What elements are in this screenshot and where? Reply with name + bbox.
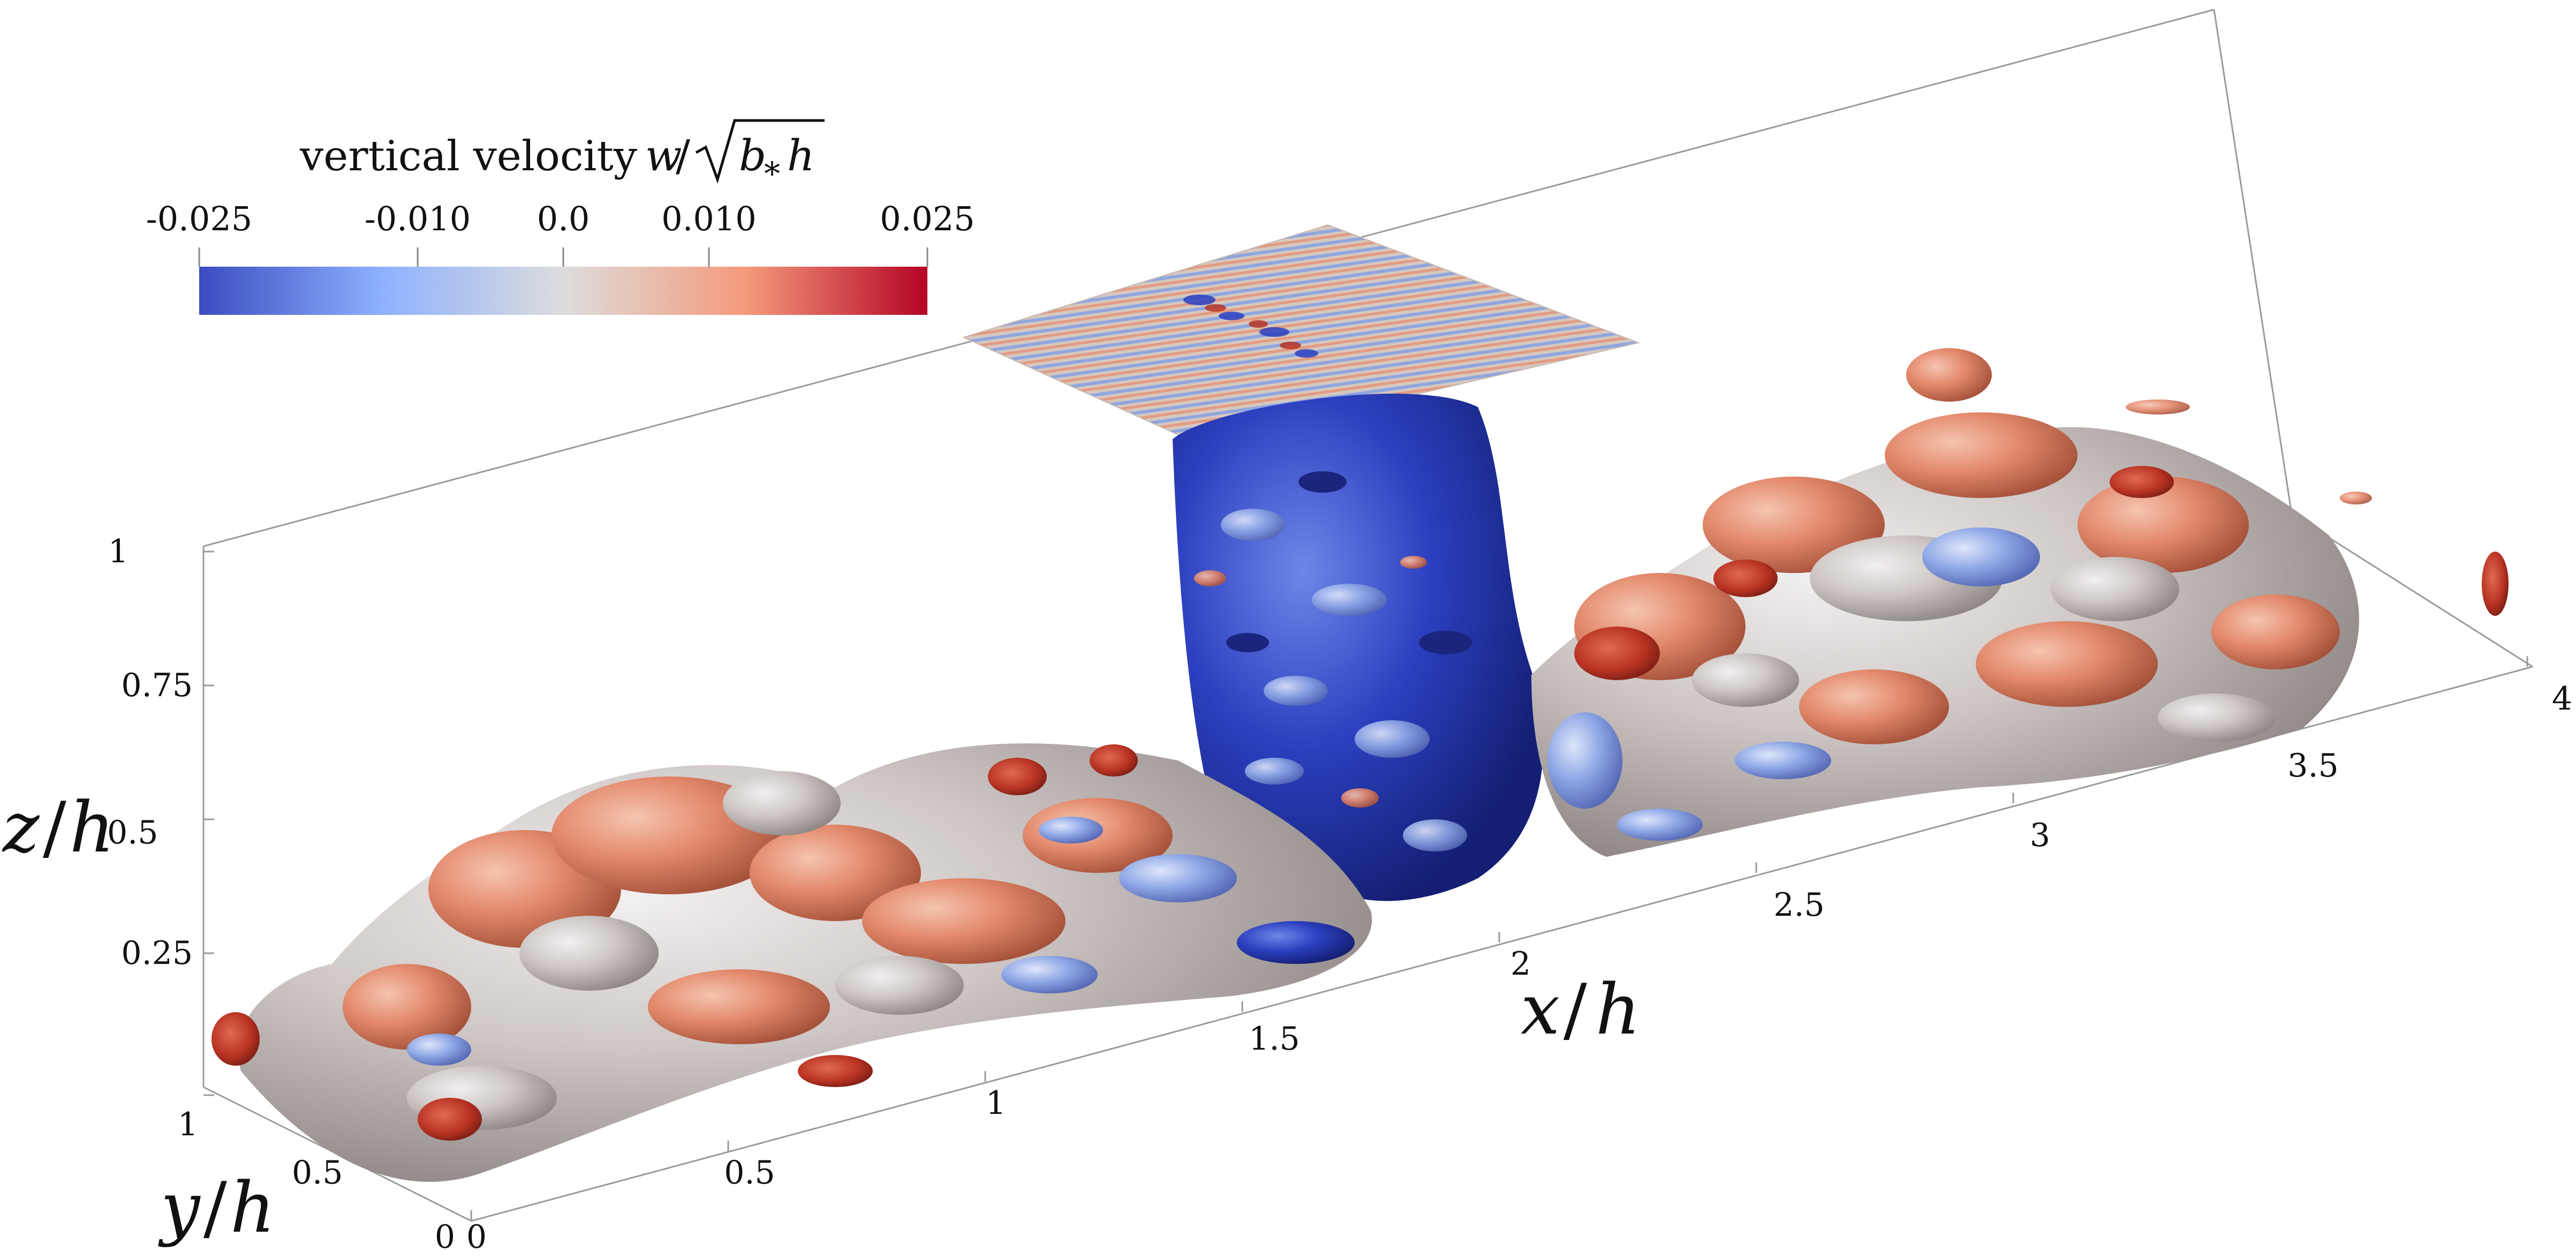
x-tick-label: 1 (986, 1084, 1006, 1122)
z-axis-title: z / h (2, 787, 115, 868)
x-axis-title: x / h (1521, 969, 1641, 1050)
colorbar: -0.025 -0.010 0.0 0.010 0.025 vertical v… (146, 119, 975, 315)
y-tick-label: 0 (435, 1218, 455, 1256)
colorbar-title-text: vertical velocity (299, 132, 637, 180)
x-tick-label: 2 (1510, 945, 1531, 983)
z-tick-label: 1 (108, 533, 129, 570)
y-axis-unit: h (230, 1167, 275, 1248)
colorbar-title-w: w (645, 131, 682, 180)
x-tick-label: 0 (466, 1218, 487, 1256)
z-axis-var: z (2, 787, 40, 868)
colorbar-tick-label: 0.025 (880, 199, 975, 238)
x-tick-label: 1.5 (1249, 1020, 1300, 1058)
x-tick-label: 0.5 (724, 1154, 775, 1192)
colorbar-title: vertical velocity w / b * h (299, 119, 825, 193)
colorbar-tick-label: -0.025 (146, 199, 252, 238)
y-axis-title: y / h (158, 1167, 275, 1248)
x-axis-unit: h (1596, 969, 1641, 1050)
colorbar-title-b: b (739, 131, 766, 180)
x-tick-label: 2.5 (1773, 886, 1824, 924)
z-tick-label: 0.75 (121, 667, 193, 704)
left-gravity-current (211, 743, 1372, 1182)
z-axis-slash: / (43, 787, 66, 868)
colorbar-title-star: * (764, 155, 780, 193)
blue-column (1173, 394, 1544, 901)
colorbar-tick-label: 0.0 (537, 199, 590, 238)
x-tick-label: 4 (2552, 680, 2572, 718)
y-axis-slash: / (203, 1167, 227, 1248)
x-axis-slash: / (1563, 969, 1587, 1050)
colorbar-tick-label: -0.010 (365, 199, 471, 238)
colorbar-ticks (198, 247, 928, 267)
z-axis-unit: h (70, 787, 115, 868)
right-gravity-current (1531, 348, 2509, 857)
x-tick-label: 3.5 (2287, 747, 2338, 785)
sqrt-sign (695, 119, 825, 184)
x-tick-label: 3 (2030, 817, 2050, 854)
colorbar-gradient (199, 267, 927, 315)
y-axis-ticks: 1 0 (178, 1106, 455, 1256)
x-axis-ticks: 0 0.5 1 1.5 2 2.5 3 3.5 4 (466, 680, 2572, 1256)
colorbar-tick-label: 0.010 (661, 199, 757, 238)
x-axis-var: x (1521, 969, 1560, 1050)
z-axis-ticks: 0.25 0.75 1 (108, 533, 193, 972)
y-tick-label: 0.5 (292, 1154, 343, 1192)
y-tick-label: 1 (178, 1106, 198, 1143)
top-plane (962, 224, 1641, 446)
colorbar-title-h: h (787, 131, 815, 180)
colorbar-title-slash: / (676, 131, 690, 180)
z-tick-label: 0.25 (121, 934, 193, 972)
z-tick-label: 0.5 (107, 814, 158, 851)
y-axis-var: y (158, 1167, 201, 1248)
